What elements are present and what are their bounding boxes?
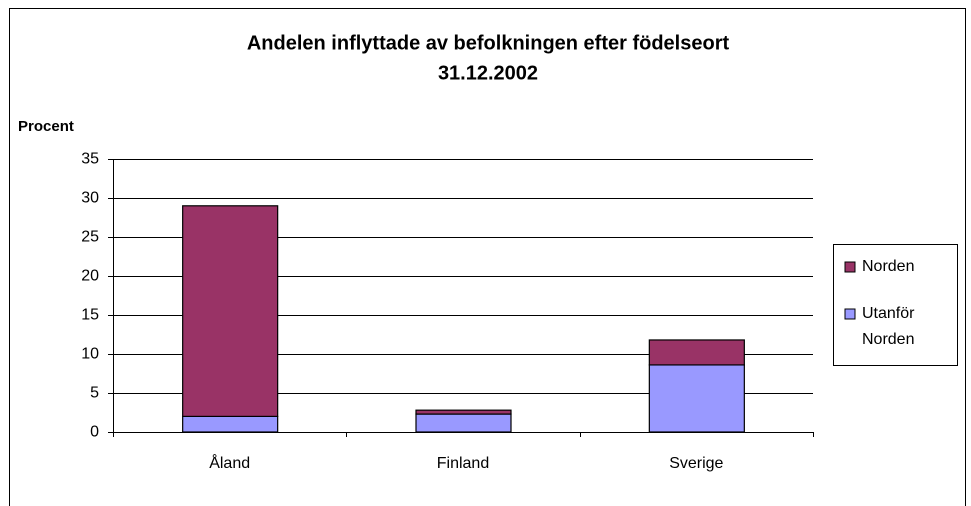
x-tick-label: Finland	[437, 455, 489, 472]
bar-segment	[648, 364, 745, 433]
y-tick-label: 30	[81, 190, 99, 207]
bar-segment	[415, 413, 512, 433]
y-tick-label: 10	[81, 346, 99, 363]
bar-segment	[648, 339, 745, 366]
y-axis-label: Procent	[18, 118, 74, 135]
legend-label: Norden	[862, 258, 914, 275]
y-tick-label: 5	[90, 385, 99, 402]
chart-title: Andelen inflyttade av befolkningen efter…	[247, 32, 730, 54]
legend-swatch	[844, 261, 856, 273]
y-tick-label: 25	[81, 229, 99, 246]
bar-segment	[415, 409, 512, 415]
chart-subtitle: 31.12.2002	[438, 62, 538, 84]
y-tick-label: 20	[81, 268, 99, 285]
legend-label: Utanför Norden	[862, 305, 915, 348]
y-tick-label: 0	[90, 424, 99, 441]
bar-segment	[182, 205, 279, 418]
x-tick-label: Sverige	[669, 455, 723, 472]
legend-swatch	[844, 308, 856, 320]
bar-segment	[182, 415, 279, 433]
y-tick-label: 15	[81, 307, 99, 324]
y-tick-label: 35	[81, 151, 99, 168]
x-tick-label: Åland	[209, 453, 250, 472]
